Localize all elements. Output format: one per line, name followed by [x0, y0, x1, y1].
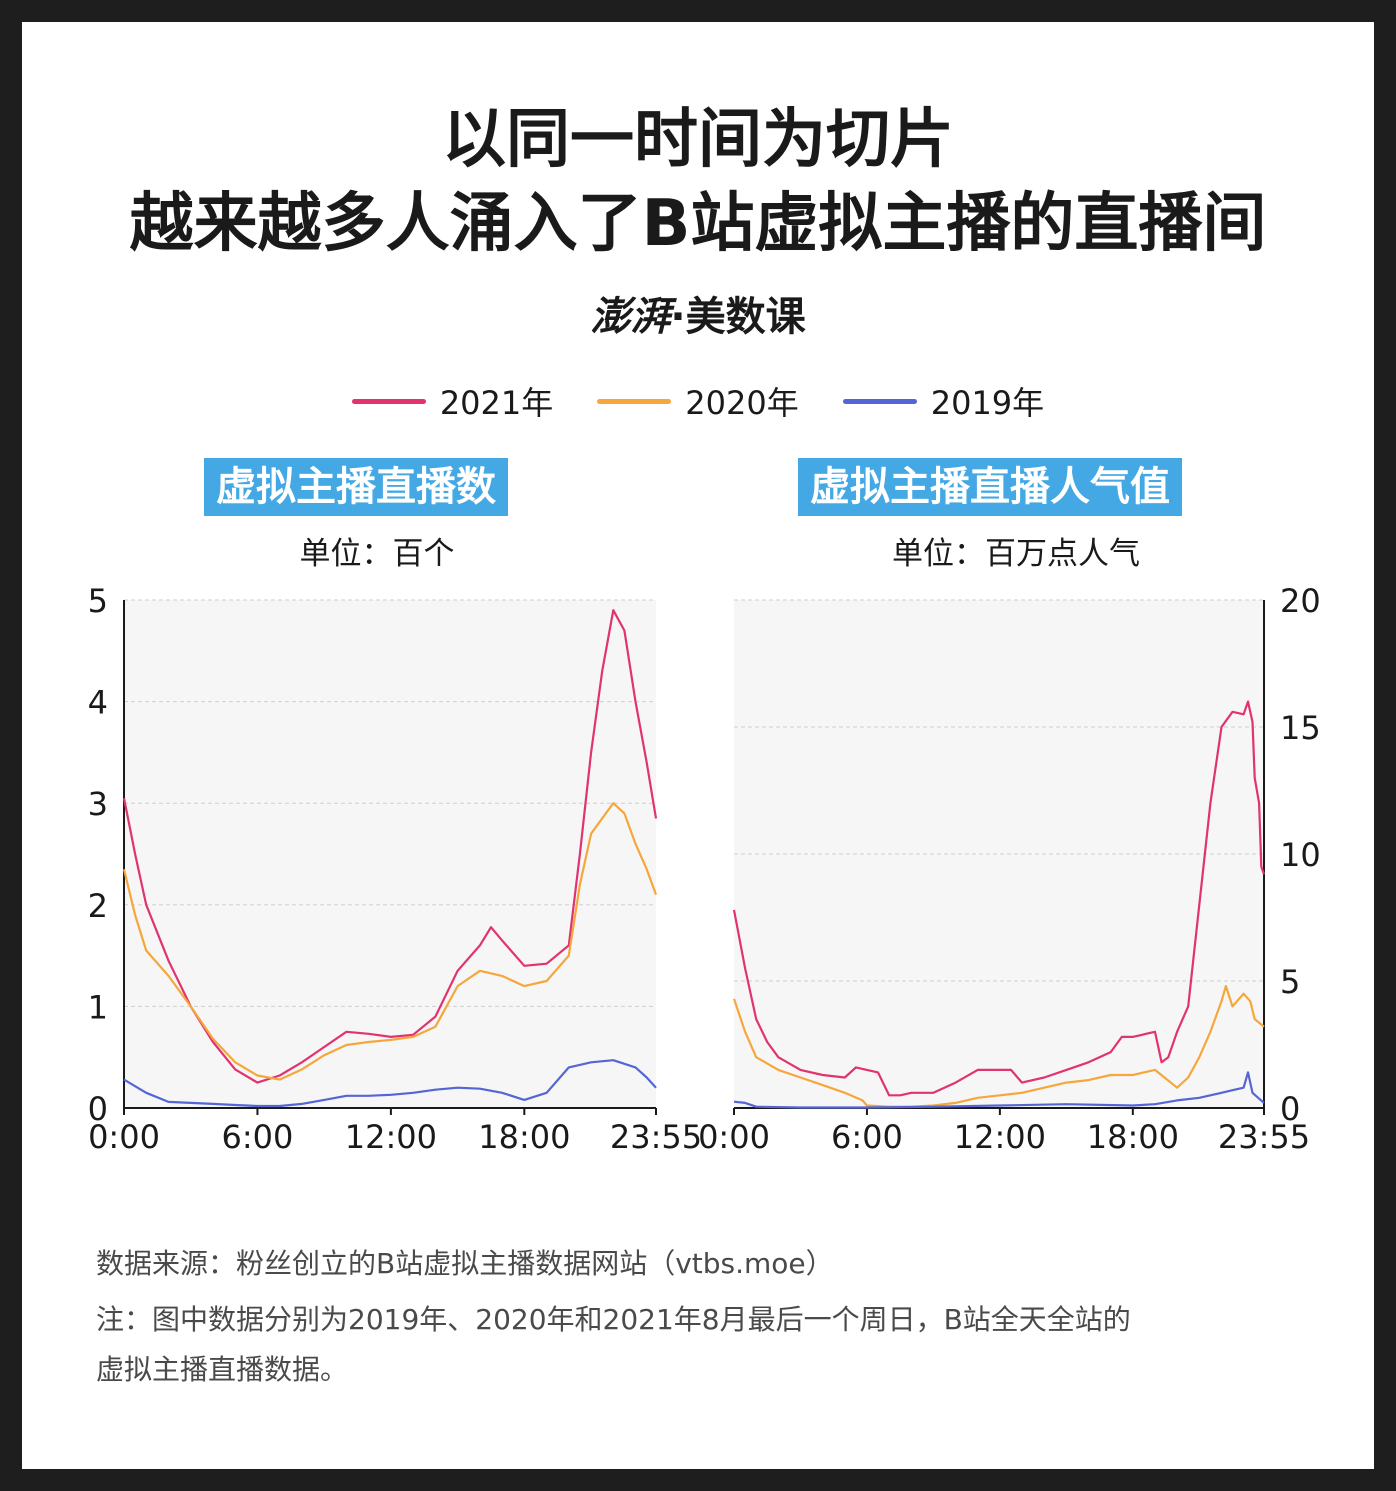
brand-name: 美数课 [685, 294, 806, 340]
y-tick-label-left: 4 [88, 684, 108, 722]
y-tick-label-left: 2 [88, 887, 108, 925]
legend-swatch-2021 [351, 398, 426, 404]
legend-item-2021: 2021年 [351, 378, 554, 424]
chart-left-unit: 单位：百个 [299, 536, 455, 572]
x-tick-label-right: 23:55 [1218, 1118, 1310, 1156]
legend-swatch-2019 [842, 398, 917, 404]
series-line-left-2020 [122, 802, 658, 1081]
series-line-left-2021 [122, 609, 658, 1084]
x-tick-label-right: 18:00 [1087, 1118, 1179, 1156]
y-tick-label-left: 3 [88, 785, 108, 823]
y-tick-label-right: 5 [1280, 963, 1300, 1001]
x-tick-label-left: 12:00 [345, 1118, 437, 1156]
chart-right-unit: 单位：百万点人气 [892, 536, 1140, 572]
x-tick-label-left: 23:55 [610, 1118, 702, 1156]
chart-right-title: 虚拟主播直播人气值 [798, 458, 1182, 516]
plot-area-left [124, 600, 656, 1108]
y-tick-label-right: 20 [1280, 582, 1321, 620]
brand-logo: 澎湃·美数课 [22, 284, 1374, 342]
note-line-1: 注：图中数据分别为2019年、2020年和2021年8月最后一个周日，B站全天全… [96, 1303, 1131, 1336]
legend-label-2020: 2020年 [685, 384, 799, 422]
x-tick-label-left: 6:00 [222, 1118, 294, 1156]
y-tick-label-left: 0 [88, 1090, 108, 1128]
x-tick-label-left: 0:00 [88, 1118, 160, 1156]
title-line-2: 越来越多人涌入了B站虚拟主播的直播间 [129, 187, 1267, 261]
y-tick-label-right: 15 [1280, 709, 1321, 747]
series-line-right-2020 [732, 985, 1265, 1108]
y-tick-label-left: 1 [88, 988, 108, 1026]
note-line-2: 虚拟主播直播数据。 [96, 1353, 349, 1386]
x-tick-label-right: 6:00 [831, 1118, 903, 1156]
infographic-card: 以同一时间为切片 越来越多人涌入了B站虚拟主播的直播间 澎湃·美数课 2021年… [22, 22, 1374, 1469]
legend-label-2019: 2019年 [930, 384, 1045, 422]
legend: 2021年 2020年 2019年 [22, 378, 1374, 424]
brand-separator: · [670, 294, 686, 340]
legend-item-2019: 2019年 [842, 378, 1045, 424]
y-tick-label-right: 0 [1280, 1090, 1300, 1128]
x-tick-label-right: 12:00 [954, 1118, 1046, 1156]
data-source: 数据来源：粉丝创立的B站虚拟主播数据网站（vtbs.moe） [96, 1247, 834, 1280]
brand-logo-mark: 澎湃 [590, 293, 671, 340]
series-line-right-2021 [732, 700, 1266, 1097]
legend-swatch-2020 [597, 398, 672, 404]
series-line-left-2019 [123, 1059, 657, 1108]
x-tick-label-left: 18:00 [478, 1118, 570, 1156]
y-tick-label-left: 5 [88, 582, 108, 620]
chart-left-title: 虚拟主播直播数 [204, 458, 508, 516]
series-line-right-2019 [733, 1071, 1265, 1109]
title-line-1: 以同一时间为切片 [442, 103, 954, 177]
legend-label-2021: 2021年 [439, 384, 554, 422]
y-tick-label-right: 10 [1280, 836, 1321, 874]
x-tick-label-right: 0:00 [698, 1118, 770, 1156]
legend-item-2020: 2020年 [597, 378, 799, 424]
